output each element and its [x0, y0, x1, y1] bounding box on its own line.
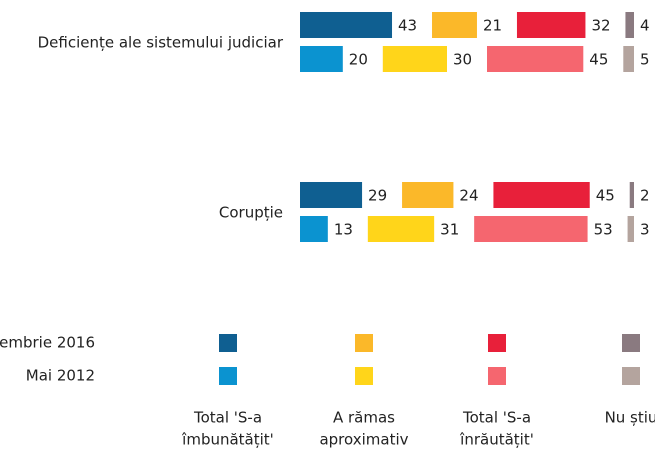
value-label: 31 [440, 221, 459, 239]
bar [382, 46, 447, 72]
bar [629, 182, 634, 208]
bar [516, 12, 586, 38]
bar [487, 46, 584, 72]
answer-label: A rămas [333, 409, 395, 427]
value-label: 45 [596, 187, 615, 205]
bar [402, 182, 454, 208]
bar [627, 216, 634, 242]
legend-swatch [219, 367, 237, 385]
category-label: Corupție [219, 204, 283, 222]
answer-label: înrăutățit' [459, 431, 534, 449]
bar [625, 12, 634, 38]
category-label: Deficiențe ale sistemului judiciar [38, 34, 284, 52]
value-label: 43 [398, 17, 417, 35]
value-label: 5 [640, 51, 650, 69]
answer-label: îmbunătățit' [181, 431, 274, 449]
value-label: 32 [591, 17, 610, 35]
value-label: 2 [640, 187, 650, 205]
legend-label: Mai 2012 [26, 367, 95, 385]
legend-swatch [622, 334, 640, 352]
legend-swatch [219, 334, 237, 352]
bar [623, 46, 634, 72]
bar [432, 12, 477, 38]
value-label: 24 [459, 187, 478, 205]
answer-label: aproximativ [319, 431, 408, 449]
legend-swatch [355, 334, 373, 352]
legend-swatch [488, 334, 506, 352]
legend-swatch [622, 367, 640, 385]
value-label: 13 [334, 221, 353, 239]
bar [300, 46, 343, 72]
value-label: 21 [483, 17, 502, 35]
bar [300, 182, 363, 208]
value-label: 53 [594, 221, 613, 239]
bar [300, 216, 328, 242]
legend-swatch [488, 367, 506, 385]
legend-label: Septembrie 2016 [0, 334, 95, 352]
bar [474, 216, 588, 242]
value-label: 4 [640, 17, 650, 35]
bar [367, 216, 435, 242]
value-label: 45 [589, 51, 608, 69]
value-label: 20 [349, 51, 368, 69]
answer-label: Nu știu [605, 409, 655, 427]
legend-swatch [355, 367, 373, 385]
bar [300, 12, 393, 38]
answer-label: Total 'S-a [462, 409, 531, 427]
value-label: 30 [453, 51, 472, 69]
value-label: 3 [640, 221, 650, 239]
answer-label: Total 'S-a [193, 409, 262, 427]
value-label: 29 [368, 187, 387, 205]
bar [493, 182, 590, 208]
